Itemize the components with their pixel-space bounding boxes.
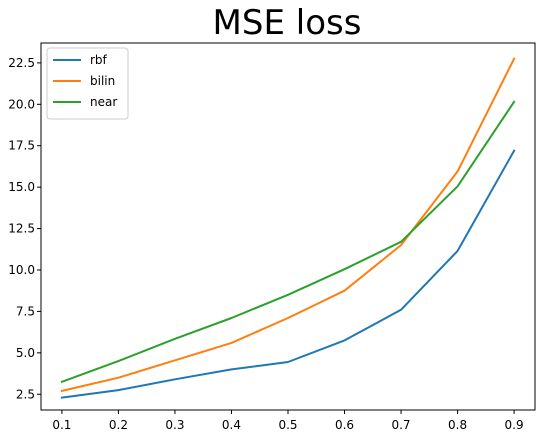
x-tick-label: 0.8 bbox=[448, 418, 467, 432]
y-tick-label: 15.0 bbox=[8, 180, 35, 194]
y-tick-label: 22.5 bbox=[8, 56, 35, 70]
series-line-rbf bbox=[60, 149, 516, 399]
x-tick-label: 0.7 bbox=[391, 418, 410, 432]
y-tick-label: 17.5 bbox=[8, 139, 35, 153]
x-tick-label: 0.3 bbox=[165, 418, 184, 432]
x-tick-label: 0.1 bbox=[52, 418, 71, 432]
series-line-near bbox=[60, 100, 516, 384]
x-tick-label: 0.2 bbox=[109, 418, 128, 432]
x-tick-label: 0.4 bbox=[222, 418, 241, 432]
y-tick-label: 10.0 bbox=[8, 263, 35, 277]
y-tick-label: 5.0 bbox=[16, 346, 35, 360]
legend-label-bilin: bilin bbox=[90, 74, 115, 88]
x-tick-label: 0.6 bbox=[335, 418, 354, 432]
legend-label-near: near bbox=[90, 95, 117, 109]
y-tick-label: 7.5 bbox=[16, 304, 35, 318]
y-tick-label: 20.0 bbox=[8, 97, 35, 111]
series-line-bilin bbox=[60, 57, 516, 393]
y-tick-label: 12.5 bbox=[8, 222, 35, 236]
x-tick-label: 0.5 bbox=[278, 418, 297, 432]
legend: rbf bilin near bbox=[46, 47, 129, 120]
x-tick-label: 0.9 bbox=[505, 418, 524, 432]
y-tick-label: 2.5 bbox=[16, 387, 35, 401]
plot-area: 0.1 0.2 0.3 0.4 0.5 0.6 0.7 0.8 0.9 2.5 5.0 7.5 10.0… bbox=[8, 42, 536, 432]
chart-title: MSE loss bbox=[213, 3, 362, 43]
legend-label-rbf: rbf bbox=[90, 53, 108, 67]
